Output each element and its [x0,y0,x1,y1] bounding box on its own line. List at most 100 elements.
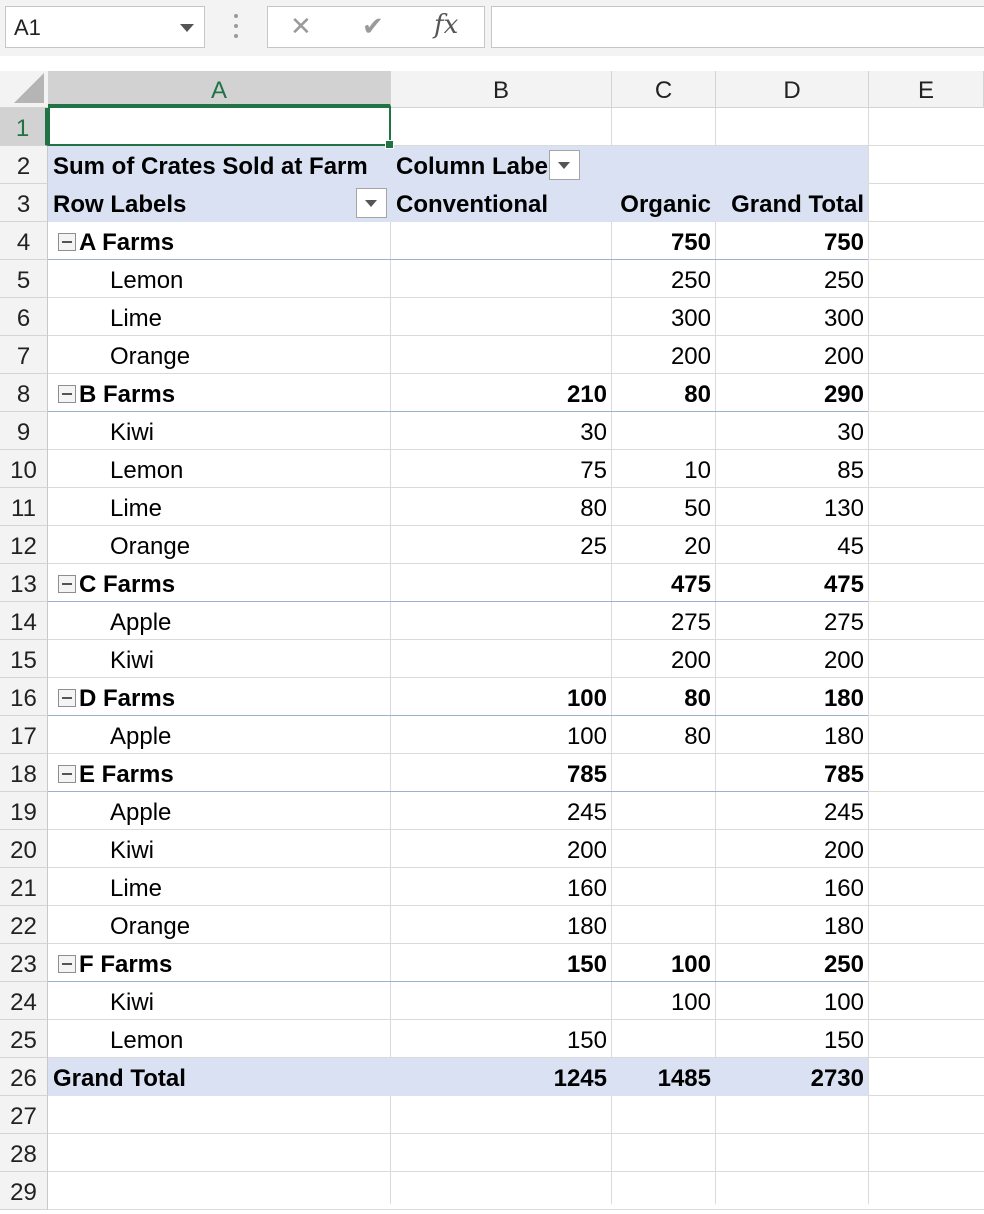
name-box[interactable]: A1 [5,6,205,48]
gridline-horizontal [48,677,984,678]
collapse-icon[interactable] [58,955,76,973]
row-header[interactable]: 28 [0,1134,48,1172]
pivot-item-label: Lime [110,495,163,522]
row-header[interactable]: 6 [0,298,48,336]
row-header[interactable]: 10 [0,450,48,488]
row-header[interactable]: 3 [0,184,48,222]
group-separator [48,259,868,260]
collapse-icon[interactable] [58,385,76,403]
row-header[interactable]: 4 [0,222,48,260]
row-header[interactable]: 11 [0,488,48,526]
row-header[interactable]: 25 [0,1020,48,1058]
row-header[interactable]: 18 [0,754,48,792]
row-header[interactable]: 2 [0,146,48,184]
grand-total-conventional: 1245 [553,1065,607,1092]
group-separator [48,981,868,982]
more-options-icon[interactable] [234,14,238,40]
row-header[interactable]: 9 [0,412,48,450]
cancel-icon[interactable]: ✕ [290,11,312,41]
column-header-e[interactable]: E [869,71,984,107]
worksheet-grid[interactable]: Sum of Crates Sold at Farm Column Labels… [48,108,984,1210]
collapse-icon[interactable] [58,575,76,593]
gridline-horizontal [48,905,984,906]
pivot-cell-conventional: 80 [580,495,607,522]
row-header[interactable]: 16 [0,678,48,716]
pivot-cell-organic: 200 [670,343,711,370]
row-labels-filter-dropdown[interactable] [356,188,387,218]
row-header[interactable]: 5 [0,260,48,298]
chevron-down-icon[interactable] [180,24,194,32]
row-header[interactable]: 29 [0,1172,48,1210]
column-header-c[interactable]: C [612,71,716,107]
column-header-d[interactable]: D [716,71,869,107]
formula-input[interactable] [491,6,984,48]
row-header[interactable]: 8 [0,374,48,412]
pivot-cell-total: 785 [823,761,864,788]
column-labels-filter-dropdown[interactable] [549,150,580,180]
row-header[interactable]: 12 [0,526,48,564]
row-header[interactable]: 24 [0,982,48,1020]
pivot-cell-total: 85 [837,457,864,484]
fx-icon[interactable]: fx [434,10,459,40]
row-header[interactable]: 26 [0,1058,48,1096]
gridline-horizontal [48,867,984,868]
gridline-horizontal [48,373,984,374]
pivot-cell-total: 200 [823,837,864,864]
row-header[interactable]: 20 [0,830,48,868]
group-separator [48,715,868,716]
select-all-corner[interactable] [0,71,48,107]
pivot-item-label: Apple [110,723,172,750]
pivot-cell-conventional: 210 [566,381,607,408]
pivot-cell-organic: 80 [684,381,711,408]
pivot-cell-organic [612,1021,711,1059]
pivot-cell-total: 200 [823,343,864,370]
row-header[interactable]: 27 [0,1096,48,1134]
row-header[interactable]: 21 [0,868,48,906]
pivot-cell-conventional: 150 [566,1027,607,1054]
pivot-cell-total: 45 [837,533,864,560]
grand-total-label: Grand Total [53,1065,186,1092]
pivot-group-label: E Farms [79,761,174,788]
pivot-item-label: Kiwi [110,647,155,674]
pivot-cell-conventional [392,337,607,375]
pivot-cell-total: 250 [823,267,864,294]
pivot-cell-organic: 80 [684,723,711,750]
pivot-item-label: Lemon [110,267,184,294]
pivot-item-label: Orange [110,533,191,560]
pivot-cell-total: 150 [823,1027,864,1054]
collapse-icon[interactable] [58,689,76,707]
row-header[interactable]: 1 [0,108,48,146]
name-box-value: A1 [14,15,41,40]
pivot-cell-total: 130 [823,495,864,522]
gridline-horizontal [48,335,984,336]
pivot-cell-total: 245 [823,799,864,826]
pivot-cell-organic: 200 [670,647,711,674]
pivot-group-label: A Farms [79,229,175,256]
active-cell-a1[interactable] [48,106,394,149]
gridline-horizontal [48,487,984,488]
row-header[interactable]: 15 [0,640,48,678]
pivot-cell-conventional [392,223,607,261]
gridline-horizontal [48,563,984,564]
collapse-icon[interactable] [58,233,76,251]
collapse-icon[interactable] [58,765,76,783]
row-header[interactable]: 17 [0,716,48,754]
row-header[interactable]: 22 [0,906,48,944]
pivot-cell-organic: 300 [670,305,711,332]
pivot-cell-total: 180 [823,685,864,712]
pivot-cell-conventional: 100 [566,685,607,712]
gridline-horizontal [48,753,984,754]
row-header[interactable]: 13 [0,564,48,602]
row-header[interactable]: 23 [0,944,48,982]
check-icon[interactable]: ✔ [362,11,384,41]
row-header[interactable]: 14 [0,602,48,640]
column-header-b[interactable]: B [391,71,612,107]
pivot-header-organic: Organic [620,191,711,218]
pivot-item-label: Orange [110,343,191,370]
row-header[interactable]: 7 [0,336,48,374]
column-header-a[interactable]: A [48,71,391,107]
pivot-cell-total: 180 [823,913,864,940]
gridline-horizontal [48,1019,984,1020]
gridline-horizontal [48,1209,984,1210]
row-header[interactable]: 19 [0,792,48,830]
